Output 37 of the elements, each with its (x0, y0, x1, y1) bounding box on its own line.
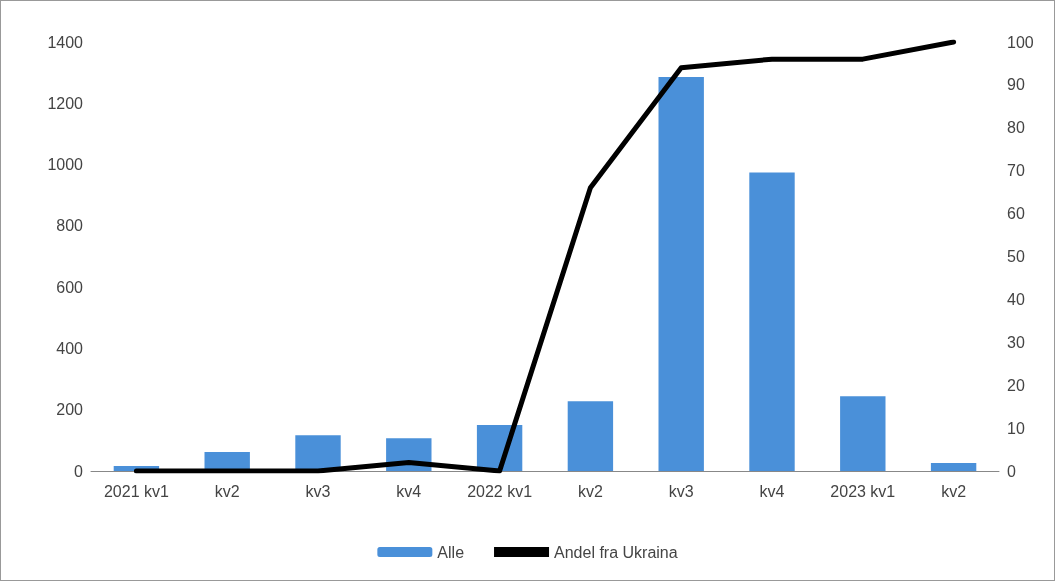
y-tick-label: 1400 (47, 33, 84, 51)
y2-tick-label: 60 (1007, 205, 1025, 223)
y-tick-label: 1200 (47, 94, 84, 112)
y2-tick-label: 100 (1007, 33, 1034, 51)
y-tick-label: 600 (56, 278, 84, 296)
x-tick-label: kv4 (396, 482, 422, 500)
y-tick-label: 1000 (47, 156, 84, 174)
y-tick-label: 200 (56, 401, 84, 419)
y2-tick-label: 10 (1007, 419, 1025, 437)
y2-tick-label: 70 (1007, 162, 1025, 180)
legend-label: Andel fra Ukraina (554, 543, 678, 561)
y2-tick-label: 40 (1007, 290, 1025, 308)
x-tick-label: 2021 kv1 (103, 482, 169, 500)
y2-tick-label: 80 (1007, 119, 1025, 137)
bar (749, 172, 795, 471)
y2-tick-label: 90 (1007, 76, 1025, 94)
bar (567, 401, 614, 471)
x-tick-label: kv3 (305, 482, 331, 500)
x-tick-label: kv4 (759, 482, 785, 500)
y2-tick-label: 20 (1007, 376, 1025, 394)
y-tick-label: 0 (74, 462, 84, 480)
bar (840, 396, 886, 471)
y2-tick-label: 30 (1007, 333, 1025, 351)
y-tick-label: 800 (56, 217, 84, 235)
x-tick-label: 2023 kv1 (830, 482, 896, 500)
y2-tick-label: 50 (1007, 248, 1025, 265)
legend-label: Alle (437, 543, 465, 561)
bar (658, 76, 704, 471)
y2-tick-label: 0 (1007, 462, 1016, 480)
x-tick-label: 2022 kv1 (467, 482, 533, 500)
y-tick-label: 400 (56, 339, 84, 357)
bar (930, 463, 977, 471)
x-tick-label: kv2 (214, 482, 240, 500)
x-tick-label: kv3 (668, 482, 694, 500)
x-tick-label: kv2 (577, 482, 603, 500)
x-tick-label: kv2 (941, 482, 967, 500)
bar (295, 435, 341, 471)
